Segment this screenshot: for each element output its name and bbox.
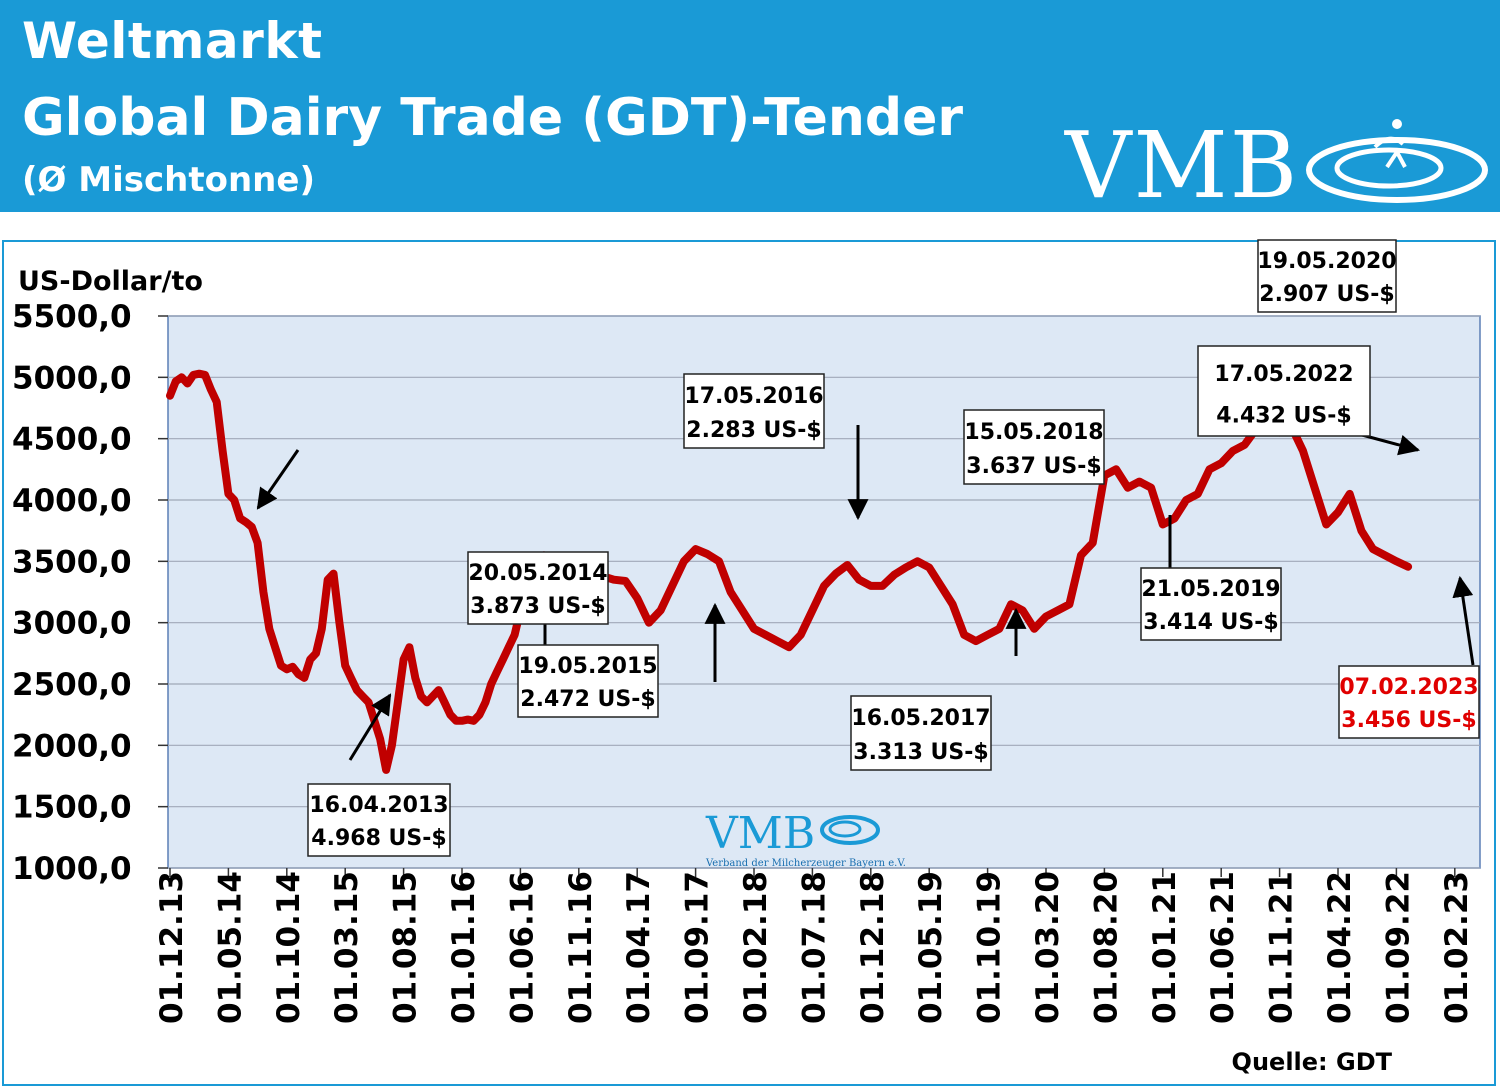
annotation-box [1197, 345, 1371, 437]
x-tick-label: 01.10.19 [972, 871, 1008, 1024]
annotation-value: 2.472 US-$ [520, 687, 655, 712]
y-tick-label: 4000,0 [12, 483, 132, 519]
y-tick-label: 2000,0 [12, 728, 132, 764]
y-tick-label: 3500,0 [12, 544, 132, 580]
annotation-value: 3.313 US-$ [853, 740, 988, 765]
vmb-logo-text: VMB [1065, 112, 1300, 219]
page-title: Weltmarkt [22, 12, 323, 70]
annotation-box [1140, 567, 1282, 641]
x-tick-label: 01.06.21 [1205, 871, 1241, 1024]
annotation-arrow [1361, 433, 1421, 456]
x-tick-label: 01.07.18 [796, 871, 832, 1024]
x-tick-label: 01.09.17 [680, 871, 716, 1024]
annotation-date: 16.05.2017 [851, 706, 990, 731]
x-tick-label: 01.11.16 [563, 871, 599, 1024]
annotation-box [683, 373, 825, 449]
chart-frame [2, 240, 1496, 1086]
x-tick-label: 01.08.15 [388, 871, 424, 1024]
x-tick-label: 01.05.19 [913, 871, 949, 1024]
y-tick-label: 5500,0 [12, 299, 132, 335]
watermark-logo-text: VMB [705, 808, 815, 859]
x-tick-label: 01.09.22 [1380, 871, 1416, 1024]
annotation-arrow [256, 449, 300, 510]
x-tick-label: 01.11.21 [1264, 871, 1300, 1024]
annotation-date: 16.04.2013 [309, 793, 448, 818]
y-tick-label: 1000,0 [12, 851, 132, 887]
x-tick-label: 01.04.17 [621, 871, 657, 1024]
annotation-value: 3.637 US-$ [966, 454, 1101, 479]
annotation-date: 17.05.2016 [684, 384, 823, 409]
source-label: Quelle: GDT [1232, 1048, 1393, 1076]
annotation-date: 19.05.2020 [1257, 249, 1396, 274]
page-subtitle: Global Dairy Trade (GDT)-Tender [22, 88, 964, 148]
annotation-value: 3.456 US-$ [1341, 708, 1476, 733]
annotation-box [1338, 665, 1480, 739]
annotation-date: 19.05.2015 [518, 654, 657, 679]
annotation-value: 2.283 US-$ [686, 418, 821, 443]
annotation-box [517, 644, 659, 718]
annotation-date: 15.05.2018 [964, 420, 1103, 445]
plot-area: 1000,0 1500,0 2000,0 2500,0 3000,0 3500,0 4000… [12, 239, 1481, 1024]
x-tick-label: 01.04.22 [1322, 871, 1358, 1024]
annotation-value: 3.873 US-$ [470, 594, 605, 619]
x-tick-label: 01.01.16 [446, 871, 482, 1024]
annotation-box [850, 695, 992, 771]
annotation-arrow [348, 693, 392, 761]
annotation-box [1257, 239, 1397, 313]
x-tick-label: 01.03.20 [1030, 871, 1066, 1024]
annotation-date: 17.05.2022 [1214, 362, 1353, 387]
annotation-value: 4.968 US-$ [311, 826, 446, 851]
annotation-value: 4.432 US-$ [1216, 404, 1351, 429]
x-tick-label: 01.06.16 [504, 871, 540, 1024]
page-unit-note: (Ø Mischtonne) [22, 160, 315, 200]
watermark-swirl-inner-icon [828, 820, 862, 838]
x-tick-label: 01.01.21 [1147, 871, 1183, 1024]
y-tick-label: 3000,0 [12, 606, 132, 642]
y-axis-title: US-Dollar/to [18, 266, 203, 297]
annotation-value: 3.414 US-$ [1143, 610, 1278, 635]
annotation-box [467, 551, 609, 625]
x-tick-label: 01.12.18 [855, 871, 891, 1024]
x-tick-label: 01.03.15 [329, 871, 365, 1024]
annotation-value: 2.907 US-$ [1259, 282, 1394, 307]
header-banner: Weltmarkt Global Dairy Trade (GDT)-Tende… [0, 0, 1500, 219]
x-tick-label: 01.12.13 [154, 871, 190, 1024]
y-tick-label: 4500,0 [12, 422, 132, 458]
y-tick-label: 2500,0 [12, 667, 132, 703]
y-tick-label: 5000,0 [12, 360, 132, 396]
x-tick-label: 01.02.23 [1439, 871, 1475, 1024]
annotation-date: 20.05.2014 [468, 561, 607, 586]
vmb-logo-icon [1306, 119, 1488, 203]
x-tick-label: 01.05.14 [212, 871, 248, 1024]
y-tick-label: 1500,0 [12, 790, 132, 826]
annotation-arrow [1452, 575, 1475, 666]
annotation-date: 21.05.2019 [1141, 577, 1280, 602]
x-tick-label: 01.02.18 [738, 871, 774, 1024]
annotation-date: 07.02.2023 [1339, 675, 1478, 700]
watermark-swirl-icon [820, 815, 880, 845]
x-tick-label: 01.10.14 [271, 871, 307, 1024]
annotation-box [307, 783, 451, 857]
x-tick-label: 01.08.20 [1088, 871, 1124, 1024]
annotation-box [963, 409, 1105, 485]
watermark-subtitle: Verband der Milcherzeuger Bayern e.V. [705, 858, 906, 869]
